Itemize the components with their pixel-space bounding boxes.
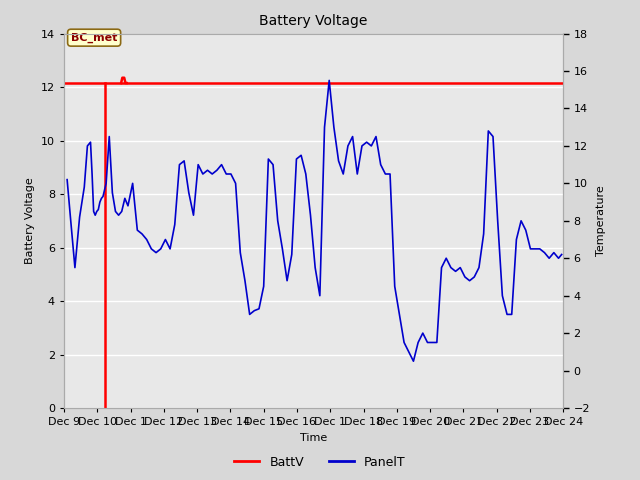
Text: BC_met: BC_met (71, 33, 117, 43)
Legend: BattV, PanelT: BattV, PanelT (229, 451, 411, 474)
Y-axis label: Temperature: Temperature (596, 185, 605, 256)
Title: Battery Voltage: Battery Voltage (259, 14, 368, 28)
Y-axis label: Battery Voltage: Battery Voltage (26, 178, 35, 264)
X-axis label: Time: Time (300, 432, 327, 443)
